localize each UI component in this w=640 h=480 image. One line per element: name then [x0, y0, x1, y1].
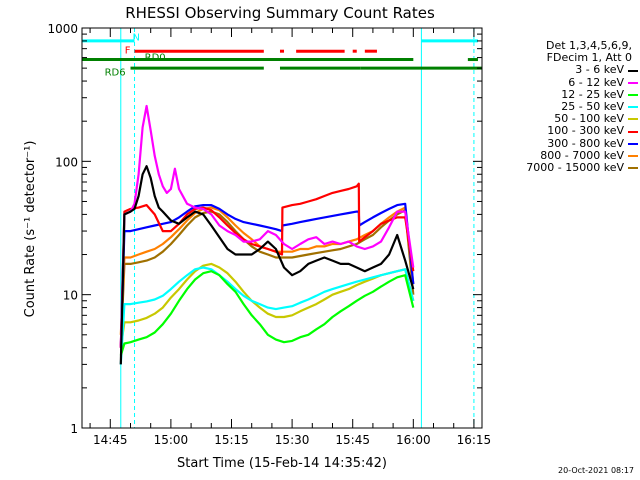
legend-entry-label: 800 - 7000 keV	[540, 148, 624, 162]
legend-swatch	[628, 167, 638, 170]
y-axis-label: Count Rate (s⁻¹ detector⁻¹)	[23, 141, 38, 318]
timestamp: 20-Oct-2021 08:17	[558, 466, 634, 475]
legend-entry-label: 3 - 6 keV	[575, 63, 624, 77]
legend-swatch	[628, 130, 638, 133]
legend-entry-3-6-kev: 3 - 6 keV	[488, 64, 638, 76]
legend-swatch	[628, 93, 638, 96]
series-12-25-kev	[119, 270, 415, 356]
series-300-800-kev	[119, 202, 415, 348]
x-tick-label: 15:30	[275, 433, 310, 447]
series-3-6-kev	[119, 165, 415, 365]
legend-entry-25-50-kev: 25 - 50 keV	[488, 100, 638, 114]
legend-entry-label: 6 - 12 keV	[568, 75, 624, 89]
legend-entry-label: 300 - 800 keV	[547, 136, 624, 150]
x-tick-label: 16:15	[457, 433, 492, 447]
legend: Det 1,3,4,5,6,9, FDecim 1, Att 0 3 - 6 k…	[488, 39, 638, 174]
legend-swatch	[628, 81, 638, 84]
y-tick-label: 100	[55, 155, 78, 169]
legend-swatch	[628, 69, 638, 72]
x-tick-label: 14:45	[93, 433, 128, 447]
state-label-f: F	[125, 45, 131, 56]
legend-swatch	[628, 118, 638, 121]
legend-entry-label: 7000 - 15000 keV	[526, 161, 624, 175]
x-tick-label: 16:00	[396, 433, 431, 447]
plot-frame	[81, 27, 483, 429]
legend-swatch	[628, 142, 638, 145]
legend-entry-7000-15000-kev: 7000 - 15000 keV	[488, 161, 638, 175]
legend-entry-label: 25 - 50 keV	[561, 100, 624, 114]
legend-entries: 3 - 6 keV 6 - 12 keV 12 - 25 keV 25 - 50 ke…	[488, 64, 638, 174]
legend-entry-300-800-kev: 300 - 800 keV	[488, 136, 638, 150]
legend-entry-label: 50 - 100 keV	[554, 112, 624, 126]
x-tick-label: 15:00	[154, 433, 189, 447]
state-label-n: N	[133, 33, 140, 44]
series-50-100-kev	[119, 262, 415, 348]
legend-entry-6-12-kev: 6 - 12 keV	[488, 75, 638, 89]
legend-entry-label: 12 - 25 keV	[561, 87, 624, 101]
chart-title: RHESSI Observing Summary Count Rates	[125, 4, 435, 22]
y-tick-label: 1000	[47, 22, 78, 36]
x-axis-label: Start Time (15-Feb-14 14:35:42)	[177, 456, 387, 471]
legend-entry-12-25-kev: 12 - 25 keV	[488, 87, 638, 101]
legend-entry-label: 100 - 300 keV	[547, 124, 624, 138]
legend-entry-100-300-kev: 100 - 300 keV	[488, 125, 638, 137]
series-25-50-kev	[119, 266, 415, 365]
legend-entry-800-7000-kev: 800 - 7000 keV	[488, 148, 638, 162]
y-tick-label: 10	[63, 289, 78, 303]
legend-swatch	[628, 106, 638, 109]
legend-swatch	[628, 154, 638, 157]
state-label-rd0: RD0	[145, 53, 166, 64]
series-6-12-kev	[119, 104, 415, 348]
axes: 14:45 15:00 15:15 15:30 15:45 16:00 16:15 1 10 10…	[47, 22, 491, 447]
series-7000-15000-kev	[119, 209, 415, 348]
legend-entry-50-100-kev: 50 - 100 keV	[488, 113, 638, 125]
legend-header-line-2: FDecim 1, Att 0	[546, 51, 632, 65]
state-label-rd6: RD6	[105, 68, 126, 79]
y-tick-label: 1	[70, 422, 78, 436]
x-tick-label: 15:15	[214, 433, 249, 447]
plot-area: NF RD0 RD6	[82, 28, 482, 428]
legend-header-line-1: Det 1,3,4,5,6,9,	[545, 39, 632, 52]
x-tick-label: 15:45	[335, 433, 370, 447]
